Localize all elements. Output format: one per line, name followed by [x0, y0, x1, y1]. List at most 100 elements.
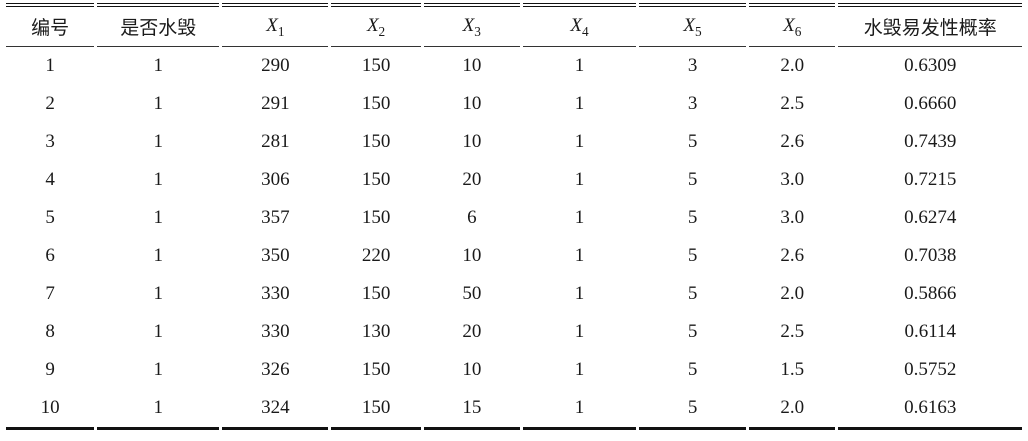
table-row: 1 1 290 150 10 1 3 2.0 0.6309 — [6, 47, 1022, 85]
table-row: 7 1 330 150 50 1 5 2.0 0.5866 — [6, 275, 1022, 313]
variable-subscript: 3 — [474, 23, 481, 39]
table-cell: 0.7038 — [904, 245, 957, 266]
table-cell: 4 — [45, 169, 55, 190]
table-cell: 357 — [261, 207, 290, 228]
column-header-x6: X6 — [749, 3, 836, 47]
table-row: 10 1 324 150 15 1 5 2.0 0.6163 — [6, 389, 1022, 430]
table-cell: 2 — [45, 93, 55, 114]
table-cell: 2.0 — [780, 55, 805, 76]
table-cell: 290 — [261, 55, 290, 76]
table-cell: 1 — [153, 283, 164, 304]
column-header-id: 编号 — [6, 3, 95, 47]
table-cell: 306 — [261, 169, 290, 190]
table-cell: 2.0 — [780, 283, 805, 304]
table-cell: 5 — [687, 131, 698, 152]
table-cell: 5 — [687, 321, 698, 342]
table-cell: 291 — [261, 93, 290, 114]
table-row: 5 1 357 150 6 1 5 3.0 0.6274 — [6, 199, 1022, 237]
table-cell: 1 — [153, 169, 164, 190]
column-header-probability: 水毁易发性概率 — [838, 3, 1022, 47]
variable-subscript: 1 — [277, 23, 285, 39]
table-cell: 1 — [574, 55, 585, 76]
table-cell: 1 — [574, 359, 585, 380]
table-cell: 10 — [462, 131, 482, 152]
table-cell: 5 — [639, 389, 747, 430]
table-header-row: 编号 是否水毁 X1 X2 X3 X4 X5 X6 水毁易发性概率 — [6, 3, 1022, 47]
table-cell: 1 — [522, 389, 636, 430]
table-cell: 0.6660 — [904, 93, 957, 114]
variable-subscript: 4 — [581, 23, 589, 39]
column-header-x1: X1 — [222, 3, 329, 47]
column-header-x5: X5 — [639, 3, 747, 47]
table-cell: 6 — [45, 245, 55, 266]
table-cell: 0.5866 — [904, 283, 957, 304]
table-cell: 1 — [153, 359, 164, 380]
table-cell: 2.6 — [780, 131, 805, 152]
table-cell: 330 — [261, 283, 290, 304]
table-cell: 1 — [153, 321, 164, 342]
column-header-x2: X2 — [331, 3, 421, 47]
table-row: 3 1 281 150 10 1 5 2.6 0.7439 — [6, 123, 1022, 161]
table-cell: 5 — [687, 359, 698, 380]
table-cell: 8 — [45, 321, 55, 342]
table-cell: 5 — [687, 283, 698, 304]
table-cell: 1.5 — [780, 359, 805, 380]
table-cell: 1 — [45, 55, 55, 76]
table-cell: 5 — [687, 207, 698, 228]
table-cell: 0.7439 — [904, 131, 957, 152]
table-cell: 150 — [361, 55, 391, 76]
table-cell: 1 — [574, 93, 585, 114]
table-cell: 1 — [574, 283, 585, 304]
table-cell: 150 — [361, 359, 391, 380]
table-cell: 2.6 — [780, 245, 805, 266]
table-cell: 1 — [574, 245, 585, 266]
table-cell: 1 — [574, 207, 585, 228]
table-cell: 10 — [462, 245, 482, 266]
table-cell: 9 — [45, 359, 55, 380]
table-cell: 150 — [361, 93, 391, 114]
table-row: 2 1 291 150 10 1 3 2.5 0.6660 — [6, 85, 1022, 123]
table-row: 4 1 306 150 20 1 5 3.0 0.7215 — [6, 161, 1022, 199]
table-cell: 130 — [361, 321, 391, 342]
table-cell: 2.5 — [780, 93, 805, 114]
table-row: 6 1 350 220 10 1 5 2.6 0.7038 — [6, 237, 1022, 275]
table-cell: 1 — [153, 207, 164, 228]
variable-subscript: 5 — [695, 23, 702, 39]
variable-symbol: X — [462, 15, 475, 36]
table-cell: 150 — [361, 131, 391, 152]
table-cell: 20 — [462, 169, 482, 190]
table-cell: 150 — [361, 283, 391, 304]
variable-symbol: X — [366, 15, 379, 36]
variable-symbol: X — [266, 15, 278, 36]
table-cell: 350 — [261, 245, 290, 266]
variable-symbol: X — [783, 15, 795, 36]
column-header-x3: X3 — [423, 3, 520, 47]
table-cell: 1 — [153, 93, 164, 114]
table-cell: 10 — [462, 55, 482, 76]
table-cell: 5 — [687, 245, 698, 266]
table-cell: 10 — [462, 359, 482, 380]
table-cell: 281 — [261, 131, 290, 152]
variable-subscript: 6 — [794, 23, 802, 39]
table-cell: 3 — [687, 55, 698, 76]
data-table: 编号 是否水毁 X1 X2 X3 X4 X5 X6 水毁易发性概率 1 1 290 1… — [3, 3, 1025, 430]
table-cell: 2.0 — [749, 389, 836, 430]
column-header-flooded: 是否水毁 — [97, 3, 220, 47]
table-cell: 3 — [687, 93, 698, 114]
table-cell: 3 — [45, 131, 55, 152]
table-cell: 150 — [361, 169, 391, 190]
table-row: 8 1 330 130 20 1 5 2.5 0.6114 — [6, 313, 1022, 351]
table-cell: 1 — [153, 245, 164, 266]
table-cell: 3.0 — [780, 169, 805, 190]
column-header-x4: X4 — [522, 3, 636, 47]
table-cell: 150 — [361, 207, 391, 228]
variable-subscript: 2 — [378, 23, 386, 39]
table-cell: 6 — [467, 207, 477, 228]
table-cell: 15 — [423, 389, 520, 430]
table-cell: 1 — [153, 131, 164, 152]
table-cell: 10 — [462, 93, 482, 114]
table-cell: 1 — [574, 169, 585, 190]
table-cell: 50 — [462, 283, 482, 304]
table-cell: 150 — [331, 389, 421, 430]
table-cell: 5 — [687, 169, 698, 190]
